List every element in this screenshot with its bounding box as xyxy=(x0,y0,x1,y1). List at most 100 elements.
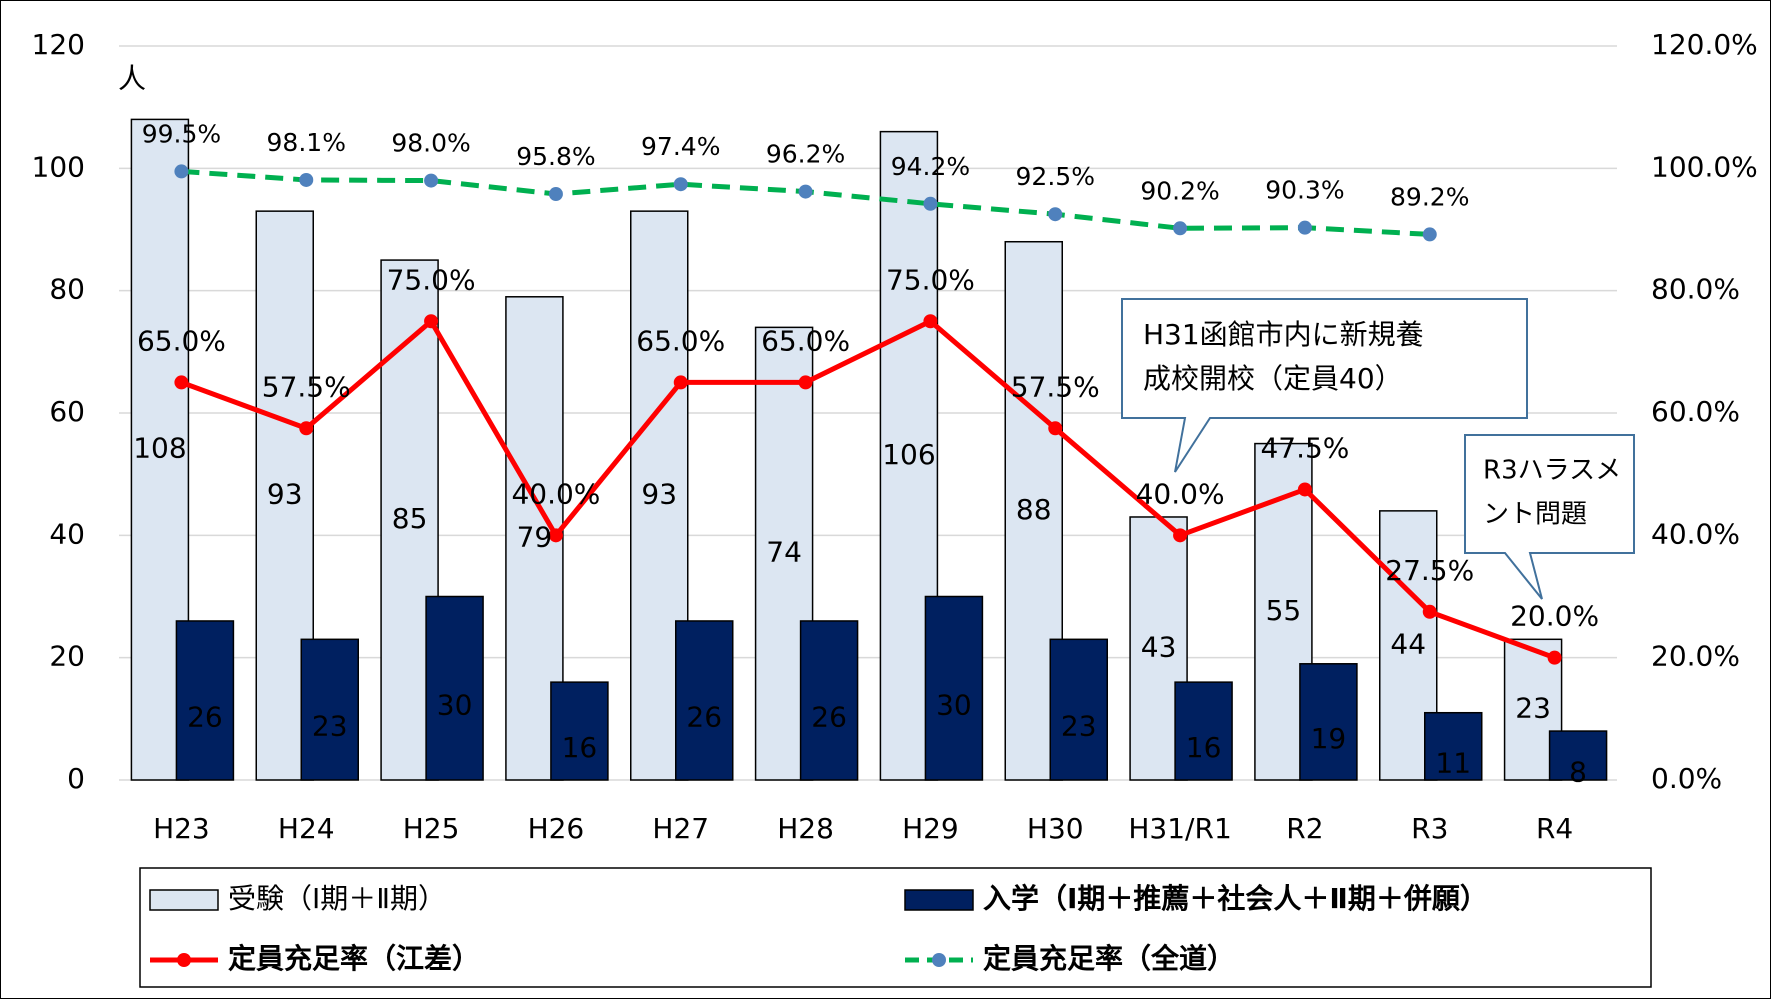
line-marker xyxy=(174,164,189,179)
line xyxy=(180,317,1556,661)
bar-value-label: 16 xyxy=(562,731,598,764)
line-marker xyxy=(174,375,189,390)
line-marker xyxy=(299,421,314,436)
bar-value-label: 93 xyxy=(641,478,677,511)
x-tick-label: R3 xyxy=(1411,812,1448,845)
bar xyxy=(799,620,859,781)
line-marker xyxy=(1048,207,1063,222)
legend-swatch xyxy=(177,953,191,967)
line-marker xyxy=(923,314,938,329)
bar-value-label: 30 xyxy=(936,688,972,721)
bar-value-label: 23 xyxy=(1061,710,1097,743)
legend-label: 受験（Ⅰ期＋Ⅱ期） xyxy=(228,882,446,915)
annotation: ント問題 xyxy=(1483,500,1587,530)
line-value-label: 94.2% xyxy=(891,152,970,181)
x-tick-label: H23 xyxy=(153,812,210,845)
y2-tick-label: 60.0% xyxy=(1651,395,1740,428)
line-value-label: 57.5% xyxy=(1011,370,1100,403)
line-marker xyxy=(1422,227,1437,242)
legend-label: 定員充足率（全道） xyxy=(983,942,1235,975)
bar-value-label: 11 xyxy=(1435,746,1471,779)
y2-tick-label: 0.0% xyxy=(1651,762,1722,795)
y2-tick-label: 40.0% xyxy=(1651,517,1740,550)
line-value-label: 90.3% xyxy=(1265,176,1344,205)
line-marker xyxy=(923,196,938,211)
bar-value-label: 79 xyxy=(517,520,553,553)
bar-value-label: 30 xyxy=(437,688,473,721)
bar xyxy=(1424,711,1483,781)
x-tick-label: H26 xyxy=(528,812,585,845)
bar-value-label: 74 xyxy=(766,536,802,569)
line-value-label: 89.2% xyxy=(1390,182,1469,211)
bar-value-label: 8 xyxy=(1569,756,1587,789)
legend-label: 入学（Ⅰ期＋推薦＋社会人＋Ⅱ期＋併願） xyxy=(983,882,1488,915)
line-value-label: 90.2% xyxy=(1140,176,1219,205)
y2-tick-label: 120.0% xyxy=(1651,28,1758,61)
bar-value-label: 43 xyxy=(1141,630,1177,663)
line-marker xyxy=(1297,220,1312,235)
line-marker xyxy=(673,177,688,192)
line-value-label: 27.5% xyxy=(1385,554,1474,587)
bar-value-label: 26 xyxy=(686,700,722,733)
line-marker xyxy=(1547,650,1562,665)
line-value-label: 20.0% xyxy=(1510,600,1599,633)
legend-swatch xyxy=(932,953,946,967)
bar xyxy=(1174,681,1233,781)
x-tick-label: R4 xyxy=(1536,812,1573,845)
line-value-label: 75.0% xyxy=(886,263,975,296)
line-marker xyxy=(1173,528,1188,543)
x-tick-label: H30 xyxy=(1027,812,1084,845)
bar-value-label: 16 xyxy=(1186,731,1222,764)
line-value-label: 65.0% xyxy=(761,324,850,357)
line-value-label: 65.0% xyxy=(636,324,725,357)
y-tick-label: 80 xyxy=(49,273,85,306)
line-value-label: 99.5% xyxy=(142,119,221,148)
line-value-label: 40.0% xyxy=(511,477,600,510)
callout-box xyxy=(1121,298,1528,473)
bar-value-label: 26 xyxy=(811,700,847,733)
line-value-label: 98.0% xyxy=(391,129,470,158)
x-tick-label: H25 xyxy=(403,812,460,845)
y-tick-label: 20 xyxy=(49,640,85,673)
bar xyxy=(175,620,235,781)
annotation: R3ハラスメ xyxy=(1483,456,1621,486)
x-tick-label: H24 xyxy=(278,812,335,845)
annotation: 成校開校（定員40） xyxy=(1143,362,1403,395)
line-value-label: 57.5% xyxy=(262,370,351,403)
line-marker xyxy=(548,528,563,543)
y-tick-label: 60 xyxy=(49,395,85,428)
y2-tick-label: 80.0% xyxy=(1651,273,1740,306)
y-tick-label: 100 xyxy=(32,150,85,183)
line-marker xyxy=(424,314,439,329)
line-value-label: 65.0% xyxy=(137,324,226,357)
line-marker xyxy=(798,184,813,199)
line-value-label: 47.5% xyxy=(1260,431,1349,464)
bar-value-label: 93 xyxy=(267,478,303,511)
line-marker xyxy=(1173,221,1188,236)
x-tick-label: H29 xyxy=(902,812,959,845)
line-marker xyxy=(1048,421,1063,436)
legend-swatch xyxy=(904,889,974,911)
x-tick-label: H31/R1 xyxy=(1128,812,1231,845)
x-tick-label: H28 xyxy=(777,812,834,845)
line-marker xyxy=(798,375,813,390)
x-tick-label: H27 xyxy=(652,812,709,845)
x-tick-label: R2 xyxy=(1286,812,1323,845)
line-marker xyxy=(424,173,439,188)
y-tick-label: 0 xyxy=(67,762,85,795)
line-marker xyxy=(1422,604,1437,619)
y-tick-label: 40 xyxy=(49,517,85,550)
y2-tick-label: 20.0% xyxy=(1651,640,1740,673)
legend-swatch xyxy=(149,889,219,911)
line-marker xyxy=(673,375,688,390)
line-value-label: 98.1% xyxy=(267,128,346,157)
bar xyxy=(924,595,984,781)
line-value-label: 75.0% xyxy=(387,263,476,296)
bar xyxy=(1049,638,1108,781)
bar-value-label: 23 xyxy=(312,710,348,743)
annotation: H31函館市内に新規養 xyxy=(1143,318,1424,351)
line-marker xyxy=(1297,482,1312,497)
bar-value-label: 44 xyxy=(1390,627,1426,660)
bar-value-label: 26 xyxy=(187,700,223,733)
